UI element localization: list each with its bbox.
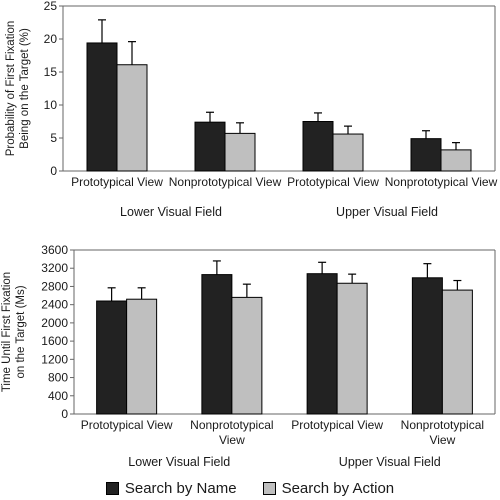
y-tick-label: 800 (48, 371, 68, 385)
x-tick-label: Nonprototypical View (169, 175, 282, 189)
y-tick-label: 5 (50, 131, 57, 145)
legend-label-search-by-action: Search by Action (281, 479, 395, 497)
x-tick-label: Prototypical View (71, 175, 163, 189)
bar (231, 296, 263, 415)
bar (306, 273, 338, 415)
y-tick-label: 3200 (41, 261, 68, 275)
bar (302, 121, 334, 172)
y-tick-label: 2400 (41, 298, 68, 312)
x-tick-label: Nonprototypical (401, 418, 484, 432)
top-chart-panel: Probability of First Fixation Being on th… (5, 0, 498, 219)
y-tick-label: 20 (44, 32, 58, 46)
group-label: Lower Visual Field (120, 205, 222, 219)
y-axis-label: Time Until First Fixation (1, 272, 13, 392)
bar (96, 300, 128, 415)
y-tick-label: 3600 (41, 243, 68, 257)
bar (116, 64, 148, 172)
x-tick-label: Prototypical View (287, 175, 379, 189)
legend-swatch-search-by-name (105, 481, 119, 495)
y-tick-label: 10 (44, 98, 58, 112)
legend: Search by Name Search by Action (0, 476, 500, 500)
bar (201, 274, 233, 415)
legend-item-search-by-action: Search by Action (262, 479, 395, 497)
x-tick-label: Nonprototypical (190, 418, 273, 432)
legend-swatch-search-by-action (262, 481, 276, 495)
group-label: Upper Visual Field (336, 205, 438, 219)
y-tick-label: 2000 (41, 316, 68, 330)
bar (224, 132, 256, 172)
y-tick-label: 0 (61, 407, 68, 421)
y-tick-label: 1200 (41, 352, 68, 366)
bar (126, 298, 158, 415)
group-label: Lower Visual Field (128, 455, 230, 469)
bar (441, 289, 473, 415)
bar (410, 138, 442, 172)
legend-item-search-by-name: Search by Name (105, 479, 237, 497)
figure: Probability of First Fixation Being on th… (1, 0, 498, 469)
x-tick-label: Prototypical View (291, 418, 383, 432)
y-axis-label: Probability of First Fixation (5, 21, 17, 157)
x-tick-label: Nonprototypical View (385, 175, 498, 189)
bar (194, 121, 226, 172)
y-tick-label: 15 (44, 65, 58, 79)
y-tick-label: 2800 (41, 279, 68, 293)
bar (440, 149, 472, 172)
bar (332, 133, 364, 172)
x-tick-label: View (429, 433, 455, 447)
y-tick-label: 400 (48, 389, 68, 403)
group-label: Upper Visual Field (339, 455, 441, 469)
bar (411, 277, 443, 415)
bar (336, 282, 368, 415)
legend-label-search-by-name: Search by Name (124, 479, 237, 497)
y-tick-label: 0 (50, 164, 57, 178)
bottom-chart-panel: Time Until First Fixation on the Target (… (1, 243, 496, 469)
y-tick-label: 1600 (41, 334, 68, 348)
bar (86, 42, 118, 172)
y-tick-label: 25 (44, 0, 58, 13)
y-axis-label: Being on the Target (%) (19, 28, 31, 149)
x-tick-label: Prototypical View (81, 418, 173, 432)
x-tick-label: View (219, 433, 245, 447)
y-axis-label: on the Target (Ms) (15, 285, 27, 378)
